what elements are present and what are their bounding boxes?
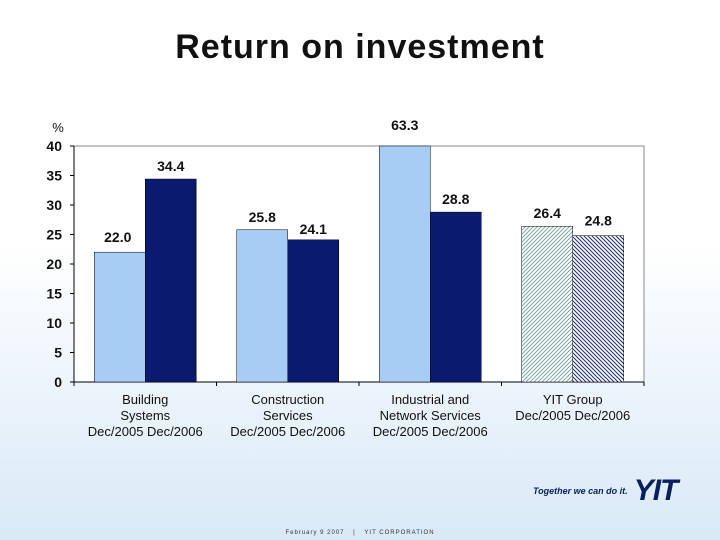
- footer: February 9 2007 | YIT CORPORATION: [0, 530, 720, 536]
- bar: [521, 225, 573, 383]
- y-tick-label: 40: [46, 138, 62, 154]
- bar: [287, 239, 339, 383]
- data-label: 26.4: [534, 205, 561, 221]
- y-tick-label: 35: [46, 168, 62, 184]
- footer-separator: |: [353, 530, 356, 536]
- x-category-label: Building: [122, 392, 168, 407]
- data-label: 22.0: [104, 229, 131, 245]
- y-tick-label: 5: [54, 345, 62, 361]
- bar: [94, 251, 146, 383]
- x-category-label: Dec/2005 Dec/2006: [515, 408, 630, 423]
- footer-organization: YIT CORPORATION: [364, 530, 435, 536]
- x-category-label: Dec/2005 Dec/2006: [373, 424, 488, 439]
- bar: [430, 211, 482, 383]
- footer-date: February 9 2007: [285, 530, 345, 536]
- x-category-label: Industrial and: [391, 392, 469, 407]
- data-label: 28.8: [442, 191, 469, 207]
- y-tick-label: 30: [46, 197, 62, 213]
- yit-logo: Together we can do it. YIT: [533, 474, 679, 507]
- bar: [236, 229, 288, 383]
- x-category-label: Construction: [251, 392, 324, 407]
- x-category-label: Network Services: [380, 408, 482, 423]
- bar: [145, 178, 197, 383]
- data-label: 24.8: [585, 213, 612, 229]
- logo-mark: YIT: [633, 474, 679, 507]
- y-axis-label: %: [52, 120, 64, 135]
- data-label: 63.3: [391, 117, 418, 133]
- data-label: 34.4: [157, 158, 184, 174]
- y-tick-label: 15: [46, 286, 62, 302]
- x-category-label: Systems: [120, 408, 170, 423]
- y-tick-label: 25: [46, 227, 62, 243]
- bar: [572, 235, 624, 383]
- y-tick-label: 10: [46, 315, 62, 331]
- page-title: Return on investment: [175, 28, 545, 66]
- x-category-label: Dec/2005 Dec/2006: [230, 424, 345, 439]
- x-category-label: Dec/2005 Dec/2006: [88, 424, 203, 439]
- data-label: 25.8: [249, 209, 276, 225]
- bar: [379, 145, 431, 383]
- x-category-label: YIT Group: [543, 392, 603, 407]
- y-tick-label: 0: [54, 374, 62, 390]
- x-category-label: Services: [263, 408, 313, 423]
- y-tick-label: 20: [46, 256, 62, 272]
- data-label: 24.1: [300, 221, 327, 237]
- logo-slogan: Together we can do it.: [533, 486, 628, 496]
